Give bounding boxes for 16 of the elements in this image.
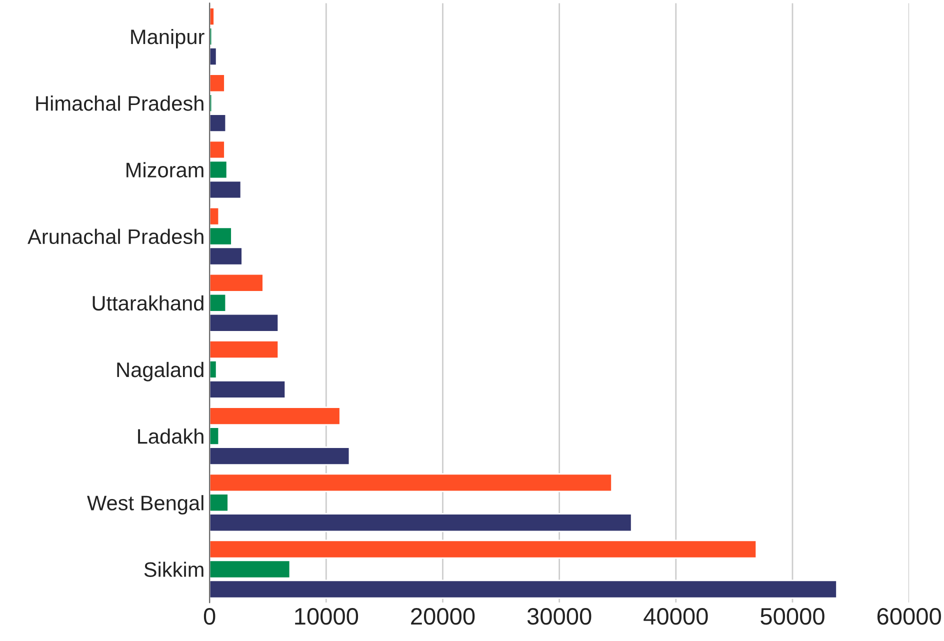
x-tick-label: 20000 — [411, 608, 475, 625]
y-tick-label: Nagaland — [117, 362, 204, 382]
y-tick-label: West Bengal — [87, 495, 204, 515]
y-tick-label: Ladakh — [138, 428, 204, 444]
y-tick-label: Mizoram — [126, 162, 204, 178]
y-tick-label: Arunachal Pradesh — [28, 228, 204, 244]
x-tick-label: 30000 — [527, 608, 592, 625]
y-tick-label: Sikkim — [144, 562, 204, 577]
y-tick-label: Manipur — [131, 28, 204, 48]
x-tick-label: 60000 — [877, 608, 941, 625]
x-tick-label: 0 — [204, 608, 216, 625]
x-tick-label: 10000 — [295, 608, 358, 625]
x-tick-label: 40000 — [644, 608, 708, 625]
y-tick-label: Himachal Pradesh — [36, 96, 204, 111]
x-tick-label: 50000 — [760, 608, 824, 625]
y-tick-label: Uttarakhand — [92, 295, 204, 311]
